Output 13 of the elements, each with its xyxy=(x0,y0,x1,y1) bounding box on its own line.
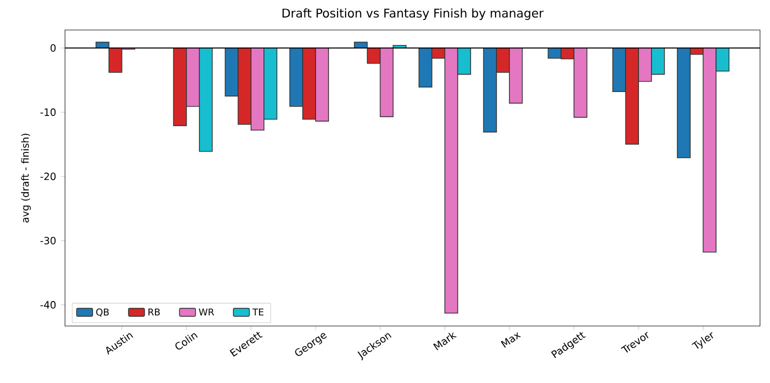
y-tick-label: -10 xyxy=(40,108,56,116)
legend-label: TE xyxy=(252,308,264,316)
chart-title: Draft Position vs Fantasy Finish by manager xyxy=(282,8,544,20)
legend-label: RB xyxy=(148,308,160,316)
x-tick-label: Max xyxy=(500,332,521,348)
y-tick-label: -40 xyxy=(40,301,56,309)
y-tick-label: -30 xyxy=(40,236,56,244)
y-tick-label: -20 xyxy=(40,172,56,180)
y-axis-title: avg (draft - finish) xyxy=(21,134,31,222)
y-tick-label: 0 xyxy=(50,44,56,52)
legend-label: WR xyxy=(198,308,214,316)
x-tick-label: Colin xyxy=(175,333,198,350)
legend-label: QB xyxy=(96,308,109,317)
